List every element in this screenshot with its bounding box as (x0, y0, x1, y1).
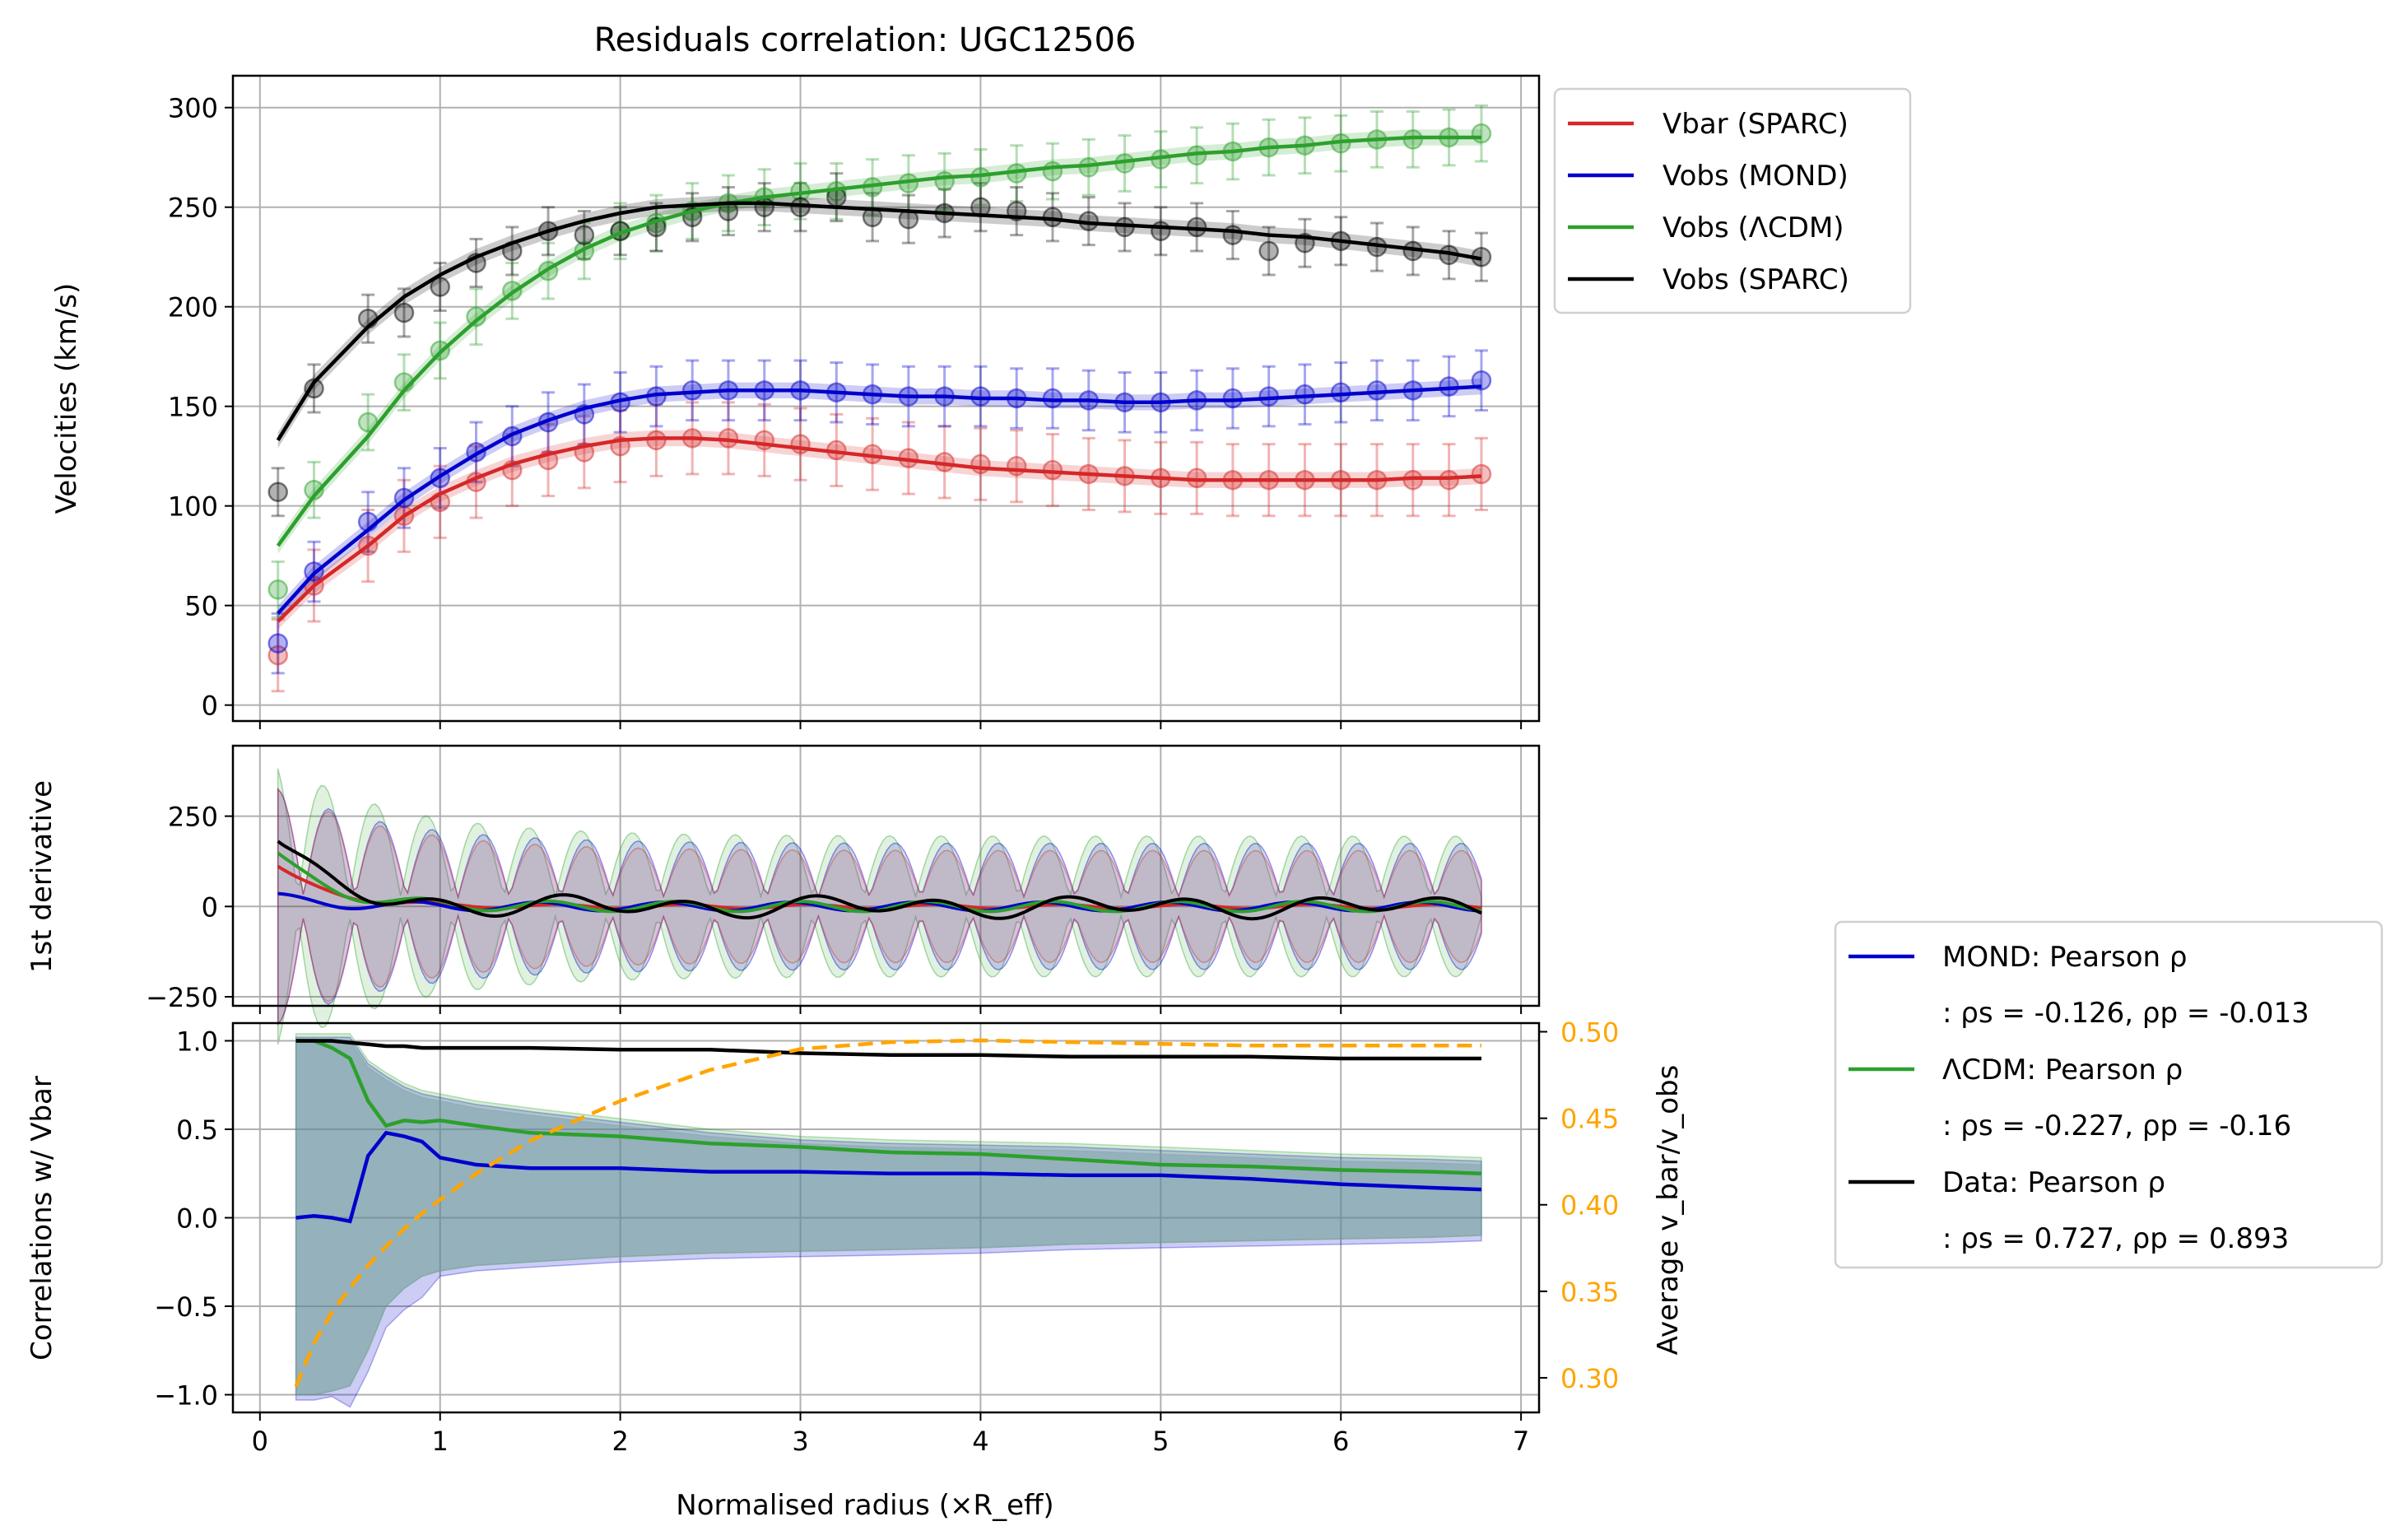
data-corr-legend-stats: : ρs = 0.727, ρp = 0.893 (1942, 1222, 2289, 1255)
velocity-legend: Vbar (SPARC) Vobs (MOND) Vobs (ΛCDM) Vobs (… (1553, 87, 1912, 314)
velocity-ytick-label: 250 (168, 193, 218, 224)
lcdm-corr-legend-stats: : ρs = -0.227, ρp = -0.16 (1942, 1110, 2291, 1142)
velocity-ytick-label: 0 (202, 691, 218, 722)
derivative-ylabel: 1st derivative (26, 780, 58, 973)
data-data-point (393, 302, 415, 323)
mond-correlation-band (295, 1036, 1482, 1408)
lcdm-data-point (1042, 161, 1063, 182)
velocity-ylabel: Velocities (km/s) (50, 283, 83, 514)
avg-ratio-ytick-label: 0.40 (1560, 1190, 1619, 1221)
vbar-data-point (1439, 469, 1459, 491)
mond-correlation-line (295, 1130, 1482, 1224)
avg-ratio-ylabel: Average v_bar/v_obs (1652, 1065, 1685, 1356)
x-tick-label: 2 (612, 1426, 628, 1457)
vbar-data-point (1471, 463, 1492, 485)
data-data-point (574, 225, 595, 245)
derivative-curves (277, 840, 1482, 921)
velocity-ytick-label: 50 (184, 591, 218, 622)
lcdm-data-point (267, 579, 288, 600)
velocity-ytick-label: 300 (168, 93, 218, 124)
avg-ratio-ytick-label: 0.30 (1560, 1363, 1619, 1394)
data-derivative-line (277, 840, 1482, 921)
correlation-frame (231, 1021, 1541, 1414)
x-tick-label: 6 (1332, 1426, 1349, 1457)
mond-velocity-line (277, 384, 1482, 615)
lcdm-data-point (466, 306, 486, 328)
velocity-ytick-label: 200 (168, 292, 218, 323)
avg-ratio-line (294, 1038, 1481, 1388)
vbar-data-point (1006, 456, 1027, 477)
mond-corr-legend-stats: : ρs = -0.126, ρp = -0.013 (1942, 997, 2309, 1030)
velocity-grid (233, 76, 1539, 721)
velocity-frame (231, 74, 1541, 723)
correlation-ytick-label: 0.5 (176, 1114, 218, 1146)
x-tick-label: 5 (1152, 1426, 1169, 1457)
correlation-ytick-label: −0.5 (154, 1291, 218, 1323)
avg-ratio-ytick-label: 0.35 (1560, 1277, 1619, 1308)
vbar-velocity-line (277, 436, 1482, 623)
correlation-curves (294, 1038, 1482, 1388)
lcdm-correlation-band (295, 1033, 1482, 1396)
lcdm-velocity-line (276, 135, 1481, 547)
x-tick-label: 0 (252, 1426, 268, 1457)
chart-title: Residuals correlation: UGC12506 (594, 21, 1137, 59)
avg-ratio-ytick-label: 0.45 (1560, 1104, 1619, 1135)
correlation-axes: 1.0 0.5 0.0 −0.5 −1.0 0.50 0.45 0.40 0.35 0.30 0 1 2… (154, 1017, 1619, 1457)
correlation-panel: 1.0 0.5 0.0 −0.5 −1.0 0.50 0.45 0.40 0.35 0.30 0 1 2… (154, 1017, 1619, 1457)
velocity-axes: 0 50 100 150 200 250 300 (168, 74, 1541, 729)
correlation-ylabel: Correlations w/ Vbar (26, 1076, 58, 1361)
lcdm-data-point (934, 170, 955, 192)
velocity-errorbars (271, 104, 1488, 693)
data-correlation-line (295, 1039, 1481, 1061)
mond-legend-label: Vobs (MOND) (1663, 160, 1849, 193)
x-tick-label: 1 (432, 1426, 449, 1457)
velocity-ytick-label: 150 (168, 392, 218, 423)
velocity-curves (276, 135, 1482, 623)
x-tick-label: 7 (1513, 1426, 1529, 1457)
correlation-ytick-label: −1.0 (154, 1380, 218, 1412)
velocity-panel: 0 50 100 150 200 250 300 (168, 74, 1541, 729)
derivative-axes: 250 0 −250 (146, 744, 1541, 1014)
data-legend-label: Vobs (SPARC) (1663, 263, 1849, 296)
derivative-panel: 250 0 −250 (146, 744, 1541, 1045)
lcdm-correlation-line (295, 1039, 1482, 1176)
data-data-point (1151, 221, 1171, 241)
data-data-point (430, 277, 450, 297)
x-tick-label: 4 (972, 1426, 988, 1457)
correlation-legend: MOND: Pearson ρ : ρs = -0.126, ρp = -0.01… (1834, 920, 2383, 1269)
mond-corr-legend-label: MOND: Pearson ρ (1942, 941, 2187, 974)
mond-data-point (267, 633, 288, 654)
data-velocity-line (276, 201, 1482, 441)
velocity-legend-frame (1553, 87, 1912, 314)
avg-ratio-ytick-label: 0.50 (1560, 1017, 1619, 1049)
correlation-grid (233, 1023, 1539, 1412)
derivative-ytick-label: 250 (168, 802, 218, 833)
data-data-point (754, 197, 774, 217)
data-data-point (267, 482, 288, 502)
vbar-data-point (970, 454, 991, 475)
lcdm-legend-label: Vobs (ΛCDM) (1663, 212, 1844, 244)
vbar-legend-label: Vbar (SPARC) (1663, 108, 1849, 141)
velocity-points (267, 123, 1492, 666)
data-data-point (1222, 225, 1244, 245)
correlation-ytick-label: 0.0 (176, 1203, 218, 1235)
velocity-ytick-label: 100 (168, 491, 218, 523)
correlation-ytick-label: 1.0 (176, 1026, 218, 1058)
x-axis-label: Normalised radius (×R_eff) (676, 1489, 1053, 1522)
data-data-point (1258, 240, 1279, 262)
derivative-ytick-label: −250 (146, 982, 218, 1013)
lcdm-corr-legend-label: ΛCDM: Pearson ρ (1942, 1054, 2183, 1086)
data-correlation-band (295, 1040, 1482, 1396)
derivative-frame (231, 744, 1541, 1007)
data-corr-legend-label: Data: Pearson ρ (1942, 1166, 2165, 1199)
derivative-ytick-label: 0 (202, 891, 218, 923)
lcdm-data-point (1471, 123, 1492, 144)
correlation-legend-frame (1834, 920, 2383, 1269)
x-tick-label: 3 (792, 1426, 808, 1457)
correlation-bands (295, 1033, 1482, 1408)
